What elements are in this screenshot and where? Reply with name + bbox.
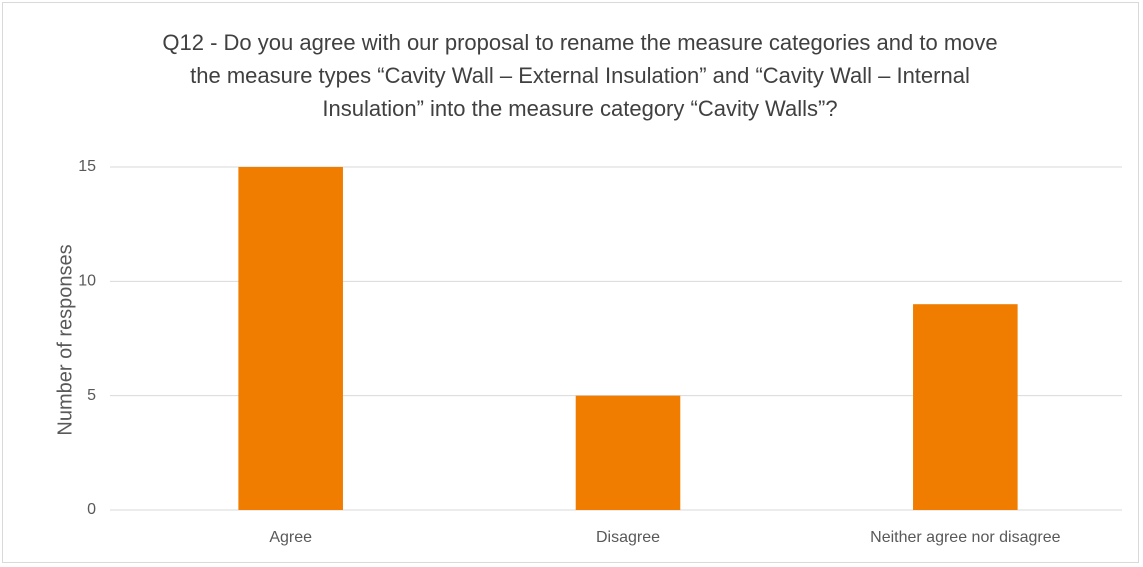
y-axis-title: Number of responses	[54, 244, 76, 435]
bar	[575, 395, 681, 510]
y-tick-label: 10	[78, 273, 96, 290]
x-tick-label: Agree	[269, 529, 312, 546]
x-tick-label: Neither agree nor disagree	[870, 529, 1060, 546]
bar	[913, 304, 1018, 510]
y-tick-label: 5	[87, 387, 96, 404]
y-tick-label: 0	[87, 501, 96, 518]
bar	[238, 167, 343, 510]
y-tick-label: 15	[78, 158, 96, 175]
x-tick-label: Disagree	[596, 529, 660, 546]
chart-title: Q12 - Do you agree with our proposal to …	[162, 30, 998, 121]
